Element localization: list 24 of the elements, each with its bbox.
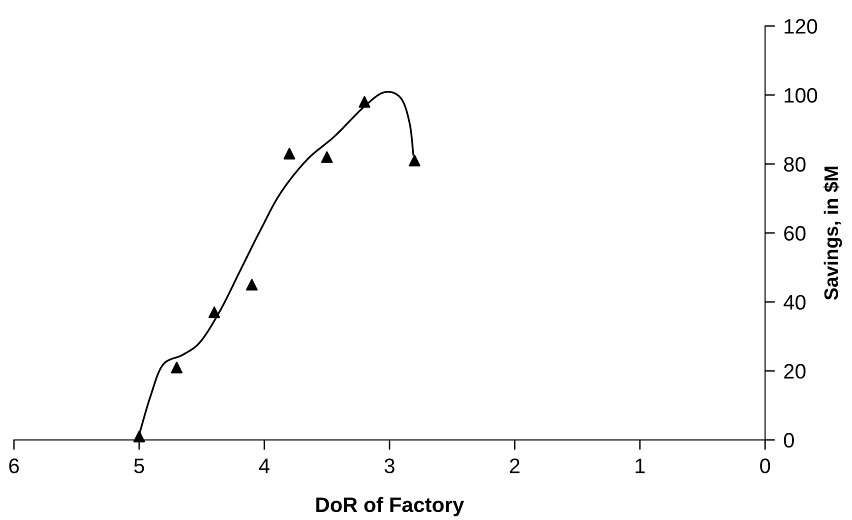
y-tick-label: 120: [784, 19, 818, 34]
y-tick-label: 20: [784, 364, 806, 379]
point: [321, 151, 333, 163]
y-tick-label: 40: [784, 294, 806, 310]
point: [408, 154, 420, 166]
point: [133, 430, 146, 442]
x-tick-label: 4: [259, 458, 270, 474]
x-tick-label: 1: [636, 458, 645, 474]
y-tick-label: 60: [784, 226, 806, 241]
y-tick-label: 0: [784, 432, 794, 448]
point: [358, 96, 370, 108]
y-axis-title: Savings, in $M: [823, 166, 842, 300]
x-tick-label: 3: [384, 458, 394, 474]
point: [246, 278, 258, 291]
x-axis-title: DoR of Factory: [316, 496, 464, 516]
x-tick-label: 0: [760, 458, 770, 474]
x-tick-label: 2: [510, 458, 520, 474]
y-tick-label: 80: [784, 156, 806, 172]
y-tick-label: 100: [784, 88, 818, 103]
point: [170, 362, 183, 374]
x-tick-label: 5: [134, 458, 144, 474]
point: [208, 306, 220, 318]
x-tick-label: 6: [9, 458, 19, 474]
point: [284, 148, 296, 160]
